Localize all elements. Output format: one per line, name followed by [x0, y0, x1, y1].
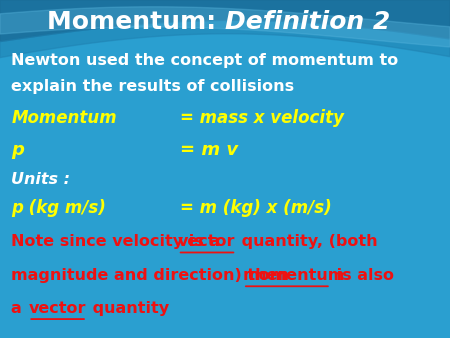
Text: Units :: Units :	[11, 172, 70, 187]
Text: p: p	[11, 141, 24, 160]
Text: Note since velocity is a: Note since velocity is a	[11, 234, 226, 249]
Text: = mass x velocity: = mass x velocity	[180, 109, 344, 127]
Text: is also: is also	[331, 268, 394, 283]
Text: quantity: quantity	[87, 301, 169, 316]
Text: Momentum:: Momentum:	[47, 10, 225, 34]
Text: magnitude and direction) then: magnitude and direction) then	[11, 268, 295, 283]
Text: Definition 2: Definition 2	[225, 10, 390, 34]
Text: a: a	[11, 301, 27, 316]
Text: vector: vector	[178, 234, 235, 249]
Text: = m v: = m v	[180, 141, 238, 160]
Text: explain the results of collisions: explain the results of collisions	[11, 79, 294, 94]
Text: Momentum: Momentum	[11, 109, 117, 127]
Text: = m (kg) x (m/s): = m (kg) x (m/s)	[180, 199, 332, 217]
Text: p (kg m/s): p (kg m/s)	[11, 199, 106, 217]
Text: momentum: momentum	[243, 268, 346, 283]
Text: quantity, (both: quantity, (both	[236, 234, 378, 249]
Text: vector: vector	[28, 301, 86, 316]
Text: Newton used the concept of momentum to: Newton used the concept of momentum to	[11, 53, 399, 68]
